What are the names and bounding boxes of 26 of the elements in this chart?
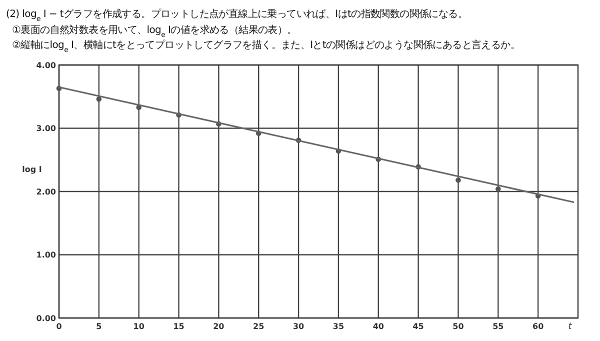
x-tick-label: 20 [213,322,225,331]
x-axis-title: t [568,322,572,332]
x-tick-label: 60 [532,322,544,331]
text: ①裏面の自然対数表を用いて、log$_{e}$ Iの値を求める（結果の表）。 [12,24,297,39]
x-tick-label: 5 [96,322,102,331]
chart-title: (2) log$_{e}$ I − tグラフを作成する。プロットした点が直線上に乗っていれば、Iはtの指数関数の関係になる。 [6,8,468,23]
x-tick-label: 25 [253,322,265,331]
x-tick-label: 15 [173,322,185,331]
point [456,177,461,183]
y-axis-title: log I [22,164,42,174]
x-tick-label: 55 [492,322,504,331]
x-tick-label: 40 [372,322,384,331]
x-tick-label: 50 [452,322,464,331]
y-tick-label: 1.00 [36,250,56,260]
point [96,96,102,102]
x-tick-label: 45 [412,322,424,331]
y-tick-label: 2.00 [36,187,56,196]
text: ②縦軸にlog$_{e}$ I、横軸にtをとってプロットしてグラフを描く。また、Iとtの関係はどのような関係にあると言えるか。 [12,39,520,54]
x-tick-label: 10 [133,322,145,331]
x-tick-label: 0 [56,322,62,331]
x-tick-label: 35 [332,322,344,331]
x-tick-label: 30 [292,322,305,331]
y-tick-label: 0.00 [36,314,56,323]
y-tick-label: 4.00 [36,60,56,70]
y-tick-label: 3.00 [36,124,56,134]
point [496,186,501,192]
